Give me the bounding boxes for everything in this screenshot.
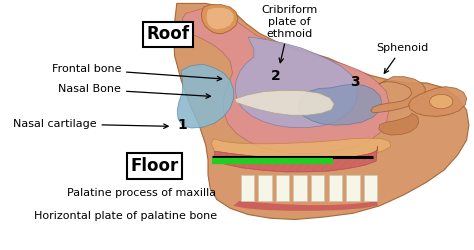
Polygon shape [211, 138, 391, 159]
Text: Frontal bone: Frontal bone [52, 64, 222, 81]
Polygon shape [215, 146, 377, 172]
Bar [258, 175, 272, 201]
Polygon shape [233, 201, 377, 211]
Text: Floor: Floor [130, 157, 179, 175]
Polygon shape [379, 113, 419, 135]
Text: Roof: Roof [146, 26, 189, 44]
Ellipse shape [429, 94, 453, 109]
Text: Sphenoid: Sphenoid [376, 43, 428, 73]
Bar [293, 175, 307, 201]
Text: Cribriform
plate of
ethmoid: Cribriform plate of ethmoid [262, 6, 318, 63]
Polygon shape [235, 37, 357, 128]
Text: Palatine process of maxilla: Palatine process of maxilla [66, 188, 216, 198]
Text: Horizontal plate of palatine bone: Horizontal plate of palatine bone [34, 211, 217, 221]
Polygon shape [173, 4, 469, 220]
Text: Nasal Bone: Nasal Bone [58, 84, 210, 98]
Text: 2: 2 [271, 69, 281, 83]
Text: 1: 1 [177, 118, 187, 132]
Bar [364, 175, 377, 201]
Polygon shape [299, 84, 382, 125]
Polygon shape [409, 86, 466, 117]
Bar [346, 175, 360, 201]
Bar [276, 175, 289, 201]
Polygon shape [177, 64, 233, 128]
Bar [240, 175, 254, 201]
Text: Nasal cartilage: Nasal cartilage [13, 119, 168, 129]
Polygon shape [201, 5, 238, 34]
Polygon shape [182, 8, 389, 154]
Text: 3: 3 [350, 75, 360, 89]
Polygon shape [207, 8, 233, 29]
Bar [311, 175, 325, 201]
Polygon shape [371, 77, 425, 113]
Bar [329, 175, 342, 201]
Polygon shape [235, 90, 334, 115]
